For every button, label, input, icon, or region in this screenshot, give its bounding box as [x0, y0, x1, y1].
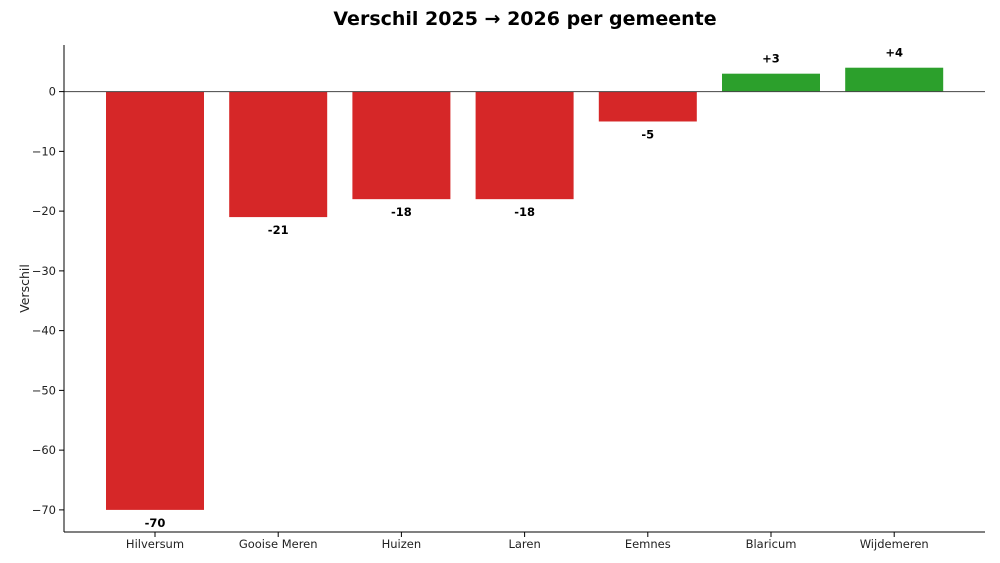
bar-laren — [475, 91, 574, 200]
x-tick-label: Gooise Meren — [239, 537, 318, 551]
chart-title: Verschil 2025 → 2026 per gemeente — [333, 8, 717, 30]
bar-hilversum — [106, 91, 204, 510]
y-tick-label: −60 — [32, 443, 56, 457]
x-tick-label: Blaricum — [746, 537, 797, 551]
y-tick-label: −50 — [32, 383, 56, 397]
bar-wijdemeren — [845, 67, 944, 92]
y-tick-label: −10 — [32, 144, 56, 158]
data-label: +3 — [762, 52, 780, 66]
data-label: -18 — [391, 205, 412, 219]
y-tick-label: −70 — [32, 503, 56, 517]
bar-gooise-meren — [229, 91, 328, 218]
y-tick-label: −30 — [32, 264, 56, 278]
y-tick-label: 0 — [49, 85, 56, 99]
data-label: -18 — [514, 205, 535, 219]
bar-blaricum — [722, 73, 820, 92]
y-tick-label: −20 — [32, 204, 56, 218]
bar-eemnes — [598, 91, 697, 122]
x-tick-label: Wijdemeren — [860, 537, 929, 551]
x-tick-label: Huizen — [382, 537, 422, 551]
x-tick-label: Hilversum — [126, 537, 184, 551]
data-label: -5 — [641, 127, 654, 141]
data-label: -70 — [145, 516, 166, 530]
data-label: +4 — [885, 46, 903, 60]
x-tick-label: Laren — [508, 537, 540, 551]
bar-huizen — [352, 91, 451, 200]
data-label: -21 — [268, 223, 289, 237]
y-axis-title: Verschil — [17, 264, 32, 313]
x-tick-label: Eemnes — [625, 537, 671, 551]
y-tick-label: −40 — [32, 324, 56, 338]
